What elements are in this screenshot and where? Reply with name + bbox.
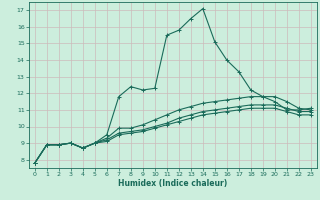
X-axis label: Humidex (Indice chaleur): Humidex (Indice chaleur): [118, 179, 228, 188]
